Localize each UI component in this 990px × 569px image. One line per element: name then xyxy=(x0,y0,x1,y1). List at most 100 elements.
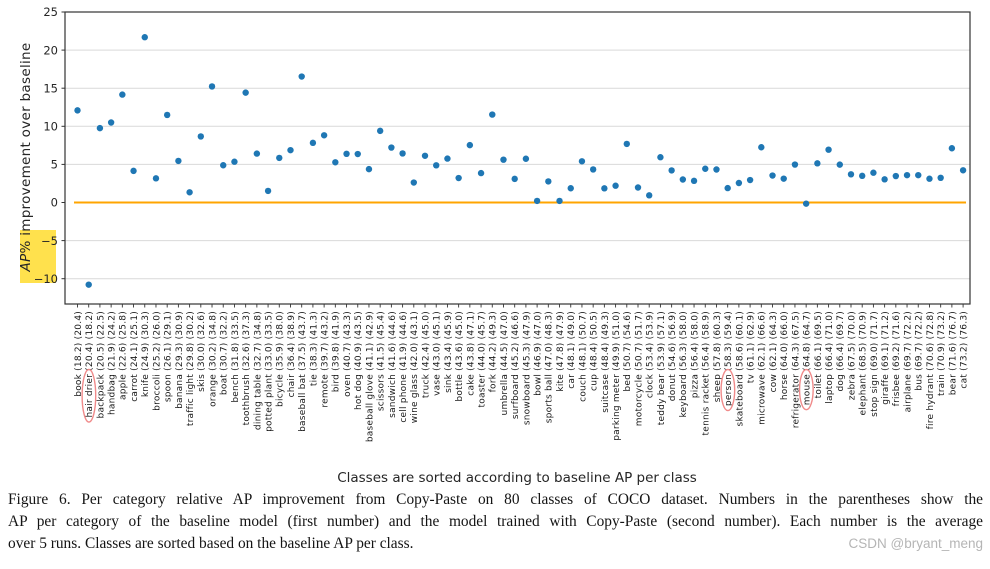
data-point-cell-phone xyxy=(399,150,406,157)
data-point-bird xyxy=(332,159,339,166)
data-point-bottle xyxy=(455,174,462,182)
data-point-toaster xyxy=(477,169,485,177)
x-tick-label: fire hydrant (70.6) (72.8) xyxy=(926,311,936,429)
x-tick-label: microwave (62.1) (66.6) xyxy=(758,311,768,425)
x-tick-label: dining table (32.7) (34.8) xyxy=(253,311,263,430)
data-point-spoon xyxy=(163,111,171,119)
data-point-chair xyxy=(287,146,294,154)
x-tick-label: refrigerator (64.3) (67.5) xyxy=(791,311,801,428)
x-tick-label: motorcycle (50.7) (51.7) xyxy=(634,311,644,426)
data-point-knife xyxy=(141,34,148,41)
x-tick-label: person (58.3) (59.4) xyxy=(724,311,734,406)
data-point-surfboard xyxy=(511,175,518,183)
x-tick-label: carrot (24.1) (25.1) xyxy=(130,311,140,402)
data-point-cat xyxy=(959,167,967,174)
x-tick-label: suitcase (48.4) (49.3) xyxy=(601,311,611,413)
data-point-potted-plant xyxy=(264,187,272,195)
caption-line-3: over 5 runs. Classes are sorted based on… xyxy=(8,535,414,552)
data-point-car xyxy=(567,185,574,192)
x-tick-label: clock (53.4) (53.9) xyxy=(646,311,656,398)
data-point-elephant xyxy=(859,172,866,180)
x-tick-label: couch (48.1) (50.7) xyxy=(578,311,588,402)
caption-line-2: AP per category of the baseline model (f… xyxy=(8,513,983,530)
data-point-boat xyxy=(220,162,227,169)
x-tick-label: baseball glove (41.1) (42.9) xyxy=(365,311,375,442)
x-tick-label: toilet (66.1) (69.5) xyxy=(814,311,824,398)
y-tick-label: 25 xyxy=(43,5,58,19)
data-point-handbag xyxy=(107,119,115,126)
data-point-motorcycle xyxy=(634,184,642,191)
x-tick-label: banana (29.3) (30.9) xyxy=(175,311,185,409)
x-tick-label: bottle (43.6) (45.0) xyxy=(455,311,465,402)
x-tick-label: donut (54.6) (56.9) xyxy=(668,311,678,401)
x-tick-label: zebra (67.5) (70.0) xyxy=(847,311,857,400)
x-tick-label: bench (31.8) (33.5) xyxy=(231,311,241,403)
x-tick-label: knife (24.9) (30.3) xyxy=(141,311,151,397)
data-point-oven xyxy=(343,150,350,158)
red-circle-annotation-person xyxy=(720,368,736,412)
data-point-vase xyxy=(433,162,440,169)
x-tick-label: train (70.9) (73.2) xyxy=(937,311,947,396)
x-tick-label: laptop (66.4) (71.0) xyxy=(825,311,835,404)
data-point-toilet xyxy=(814,160,821,167)
x-tick-label: wine glass (42.0) (43.1) xyxy=(410,311,420,423)
x-tick-label: handbag (21.9) (24.2) xyxy=(108,311,118,415)
x-tick-label: bear (71.6) (76.7) xyxy=(948,311,958,395)
x-tick-label: vase (43.0) (45.1) xyxy=(433,311,443,396)
x-tick-label: umbrella (44.5) (47.0) xyxy=(500,311,510,415)
data-point-cup xyxy=(589,166,597,173)
x-tick-label: sports ball (47.0) (48.3) xyxy=(545,311,555,423)
x-tick-label: airplane (69.7) (72.2) xyxy=(903,311,913,412)
data-point-refrigerator xyxy=(791,161,799,168)
data-point-mouse xyxy=(802,200,810,207)
data-point-toothbrush xyxy=(242,89,249,96)
x-tick-label: hot dog (40.9) (43.5) xyxy=(354,311,364,410)
y-tick-label: 10 xyxy=(43,120,58,134)
data-point-zebra xyxy=(847,171,855,178)
x-tick-label: fork (44.2) (49.3) xyxy=(489,311,499,392)
data-point-skateboard xyxy=(735,179,743,187)
data-point-kite xyxy=(556,197,563,205)
data-point-baseball-bat xyxy=(298,73,305,80)
data-point-train xyxy=(937,174,944,182)
x-tick-label: mouse (64.8) (64.7) xyxy=(803,311,813,405)
data-point-skis xyxy=(197,133,205,140)
x-tick-label: broccoli (25.2) (26.0) xyxy=(152,311,162,411)
data-point-orange xyxy=(208,83,216,90)
data-point-sports-ball xyxy=(545,178,552,185)
x-tick-label: bus (69.7) (72.2) xyxy=(915,311,925,391)
data-point-teddy-bear xyxy=(657,154,664,161)
x-tick-label: car (48.1) (49.0) xyxy=(567,311,577,389)
x-tick-label: bed (50.7) (54.6) xyxy=(623,311,633,392)
data-point-hair-drier xyxy=(85,281,92,288)
data-point-broccoli xyxy=(152,175,160,182)
x-tick-label: stop sign (69.0) (71.7) xyxy=(870,311,880,417)
x-tick-label: elephant (68.5) (70.9) xyxy=(859,311,869,415)
data-point-tie xyxy=(309,139,317,147)
x-tick-label: snowboard (45.3) (47.9) xyxy=(522,311,532,425)
x-tick-label: surfboard (45.2) (46.6) xyxy=(511,311,521,419)
x-tick-label: potted plant (33.0) (33.5) xyxy=(264,311,274,432)
data-point-carrot xyxy=(130,167,137,175)
x-tick-label: horse (64.0) (66.0) xyxy=(780,311,790,400)
y-tick-label: 20 xyxy=(43,43,58,57)
x-tick-label: baseball bat (37.5) (43.7) xyxy=(298,311,308,432)
data-point-sink xyxy=(444,155,451,162)
data-point-cow xyxy=(769,172,776,179)
x-tick-label: cup (48.4) (50.5) xyxy=(590,311,600,391)
data-point-microwave xyxy=(758,144,765,151)
x-tick-label: apple (22.6) (25.8) xyxy=(119,311,129,400)
x-tick-label: book (18.2) (20.4) xyxy=(74,311,84,397)
red-circle-annotation-hair-drier xyxy=(81,368,97,423)
data-point-traffic-light xyxy=(186,189,193,196)
x-tick-label: tv (61.1) (62.9) xyxy=(747,311,757,383)
figure-caption: Figure 6. Per category relative AP impro… xyxy=(8,489,983,555)
data-point-umbrella xyxy=(500,156,507,163)
data-point-banana xyxy=(175,157,182,165)
data-point-truck xyxy=(421,152,429,159)
ap-improvement-scatter-chart: AP% improvement over baseline 25 20 15 10 5 0 −… xyxy=(18,5,971,486)
data-point-apple xyxy=(119,91,126,98)
data-point-sandwich xyxy=(388,144,395,151)
data-point-keyboard xyxy=(679,176,687,183)
x-tick-label: truck (42.4) (45.0) xyxy=(421,311,431,398)
